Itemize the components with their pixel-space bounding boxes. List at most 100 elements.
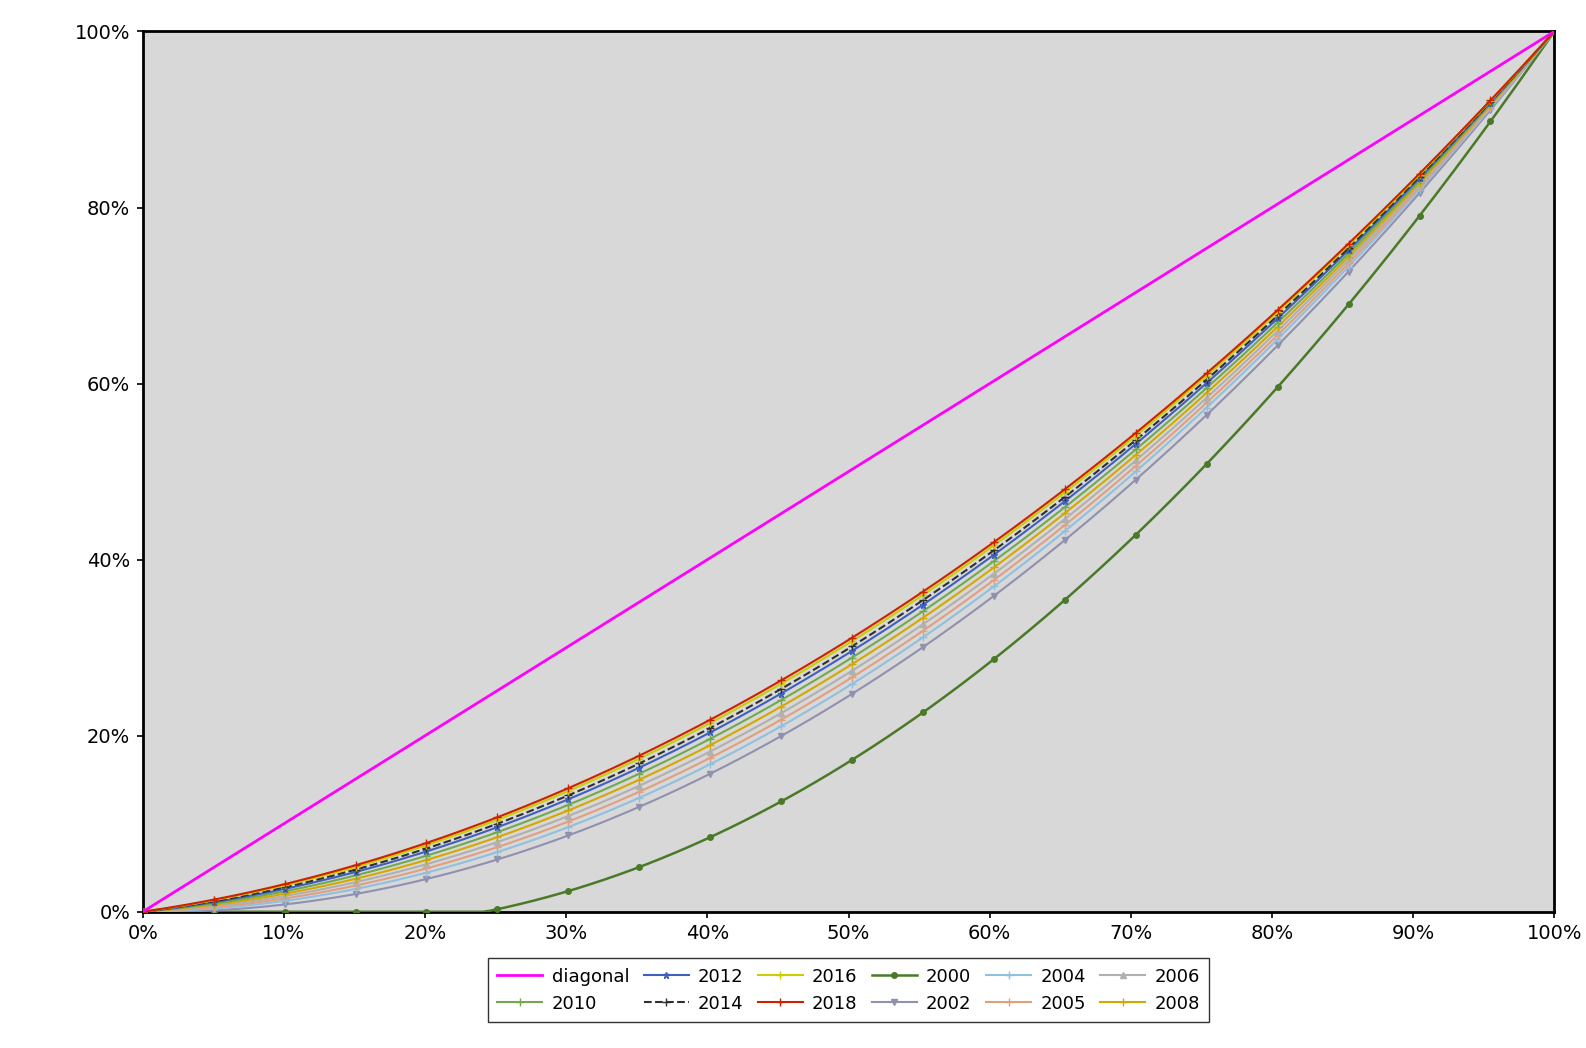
2005 [1473,109,1492,122]
2010 [509,818,528,831]
2018 [509,803,528,815]
2005 [395,868,414,880]
2004 [1473,110,1492,123]
2010 [1473,105,1492,117]
2014 [1545,25,1564,38]
2008 [190,900,209,913]
2002 [190,904,209,917]
Line: 2004: 2004 [138,27,1559,916]
2018 [190,896,209,909]
Line: 2005: 2005 [138,27,1559,916]
2008 [219,896,238,909]
2002 [1545,25,1564,38]
2018 [219,891,238,903]
2016 [133,905,152,918]
2005 [1545,25,1564,38]
2012 [395,852,414,865]
2018 [1545,25,1564,38]
2008 [133,905,152,918]
2016 [190,897,209,910]
2005 [133,905,152,918]
2002 [219,903,238,916]
2014 [509,809,528,822]
2016 [1424,154,1443,167]
2018 [133,905,152,918]
2014 [219,893,238,905]
2010 [1424,159,1443,172]
2016 [509,805,528,817]
Line: 2002: 2002 [140,28,1557,915]
Line: 2012: 2012 [140,28,1557,915]
2004 [133,905,152,918]
2012 [219,894,238,907]
2002 [1473,112,1492,125]
2006 [219,898,238,911]
2002 [509,847,528,859]
2012 [133,905,152,918]
Line: 2006: 2006 [140,28,1557,915]
2004 [509,838,528,851]
2005 [190,902,209,915]
2006 [1424,163,1443,176]
Line: 2016: 2016 [138,27,1559,916]
2012 [509,813,528,826]
2005 [1424,166,1443,178]
2016 [219,891,238,903]
Legend: diagonal, 2010, 2012, 2014, 2016, 2018, 2000, 2002, 2004, 2005, 2006, 2008: diagonal, 2010, 2012, 2014, 2016, 2018, … [488,959,1209,1022]
2008 [1545,25,1564,38]
2016 [395,846,414,858]
2010 [395,856,414,869]
2006 [133,905,152,918]
2008 [1473,107,1492,119]
2006 [1473,108,1492,121]
2018 [1424,153,1443,166]
2005 [219,899,238,912]
Line: 2014: 2014 [138,27,1559,916]
2004 [219,901,238,914]
2002 [1424,171,1443,183]
2012 [190,898,209,911]
2014 [133,905,152,918]
2002 [395,878,414,891]
Line: 2008: 2008 [138,27,1559,916]
2000 [190,905,209,918]
2000 [133,905,152,918]
2000 [509,898,528,911]
2002 [133,905,152,918]
2000 [395,905,414,918]
2012 [1424,157,1443,170]
2006 [190,901,209,914]
2004 [1424,168,1443,180]
2000 [219,905,238,918]
2006 [1545,25,1564,38]
2008 [1424,161,1443,174]
2012 [1473,104,1492,116]
2004 [190,903,209,916]
2014 [1473,103,1492,115]
2016 [1473,102,1492,114]
2014 [1424,156,1443,169]
2006 [509,828,528,840]
2006 [395,864,414,876]
2005 [509,833,528,846]
2004 [1545,25,1564,38]
Line: 2010: 2010 [138,27,1559,916]
2018 [1473,102,1492,114]
2014 [395,849,414,861]
2016 [1545,25,1564,38]
2010 [1545,25,1564,38]
2012 [1545,25,1564,38]
2010 [219,895,238,908]
2008 [395,859,414,872]
Line: 2000: 2000 [140,28,1557,915]
2010 [133,905,152,918]
2018 [395,844,414,856]
2010 [190,899,209,912]
2008 [509,824,528,836]
2000 [1424,191,1443,203]
2000 [1473,125,1492,137]
2004 [395,872,414,885]
Line: 2018: 2018 [138,27,1559,916]
2014 [190,897,209,910]
2000 [1545,25,1564,38]
